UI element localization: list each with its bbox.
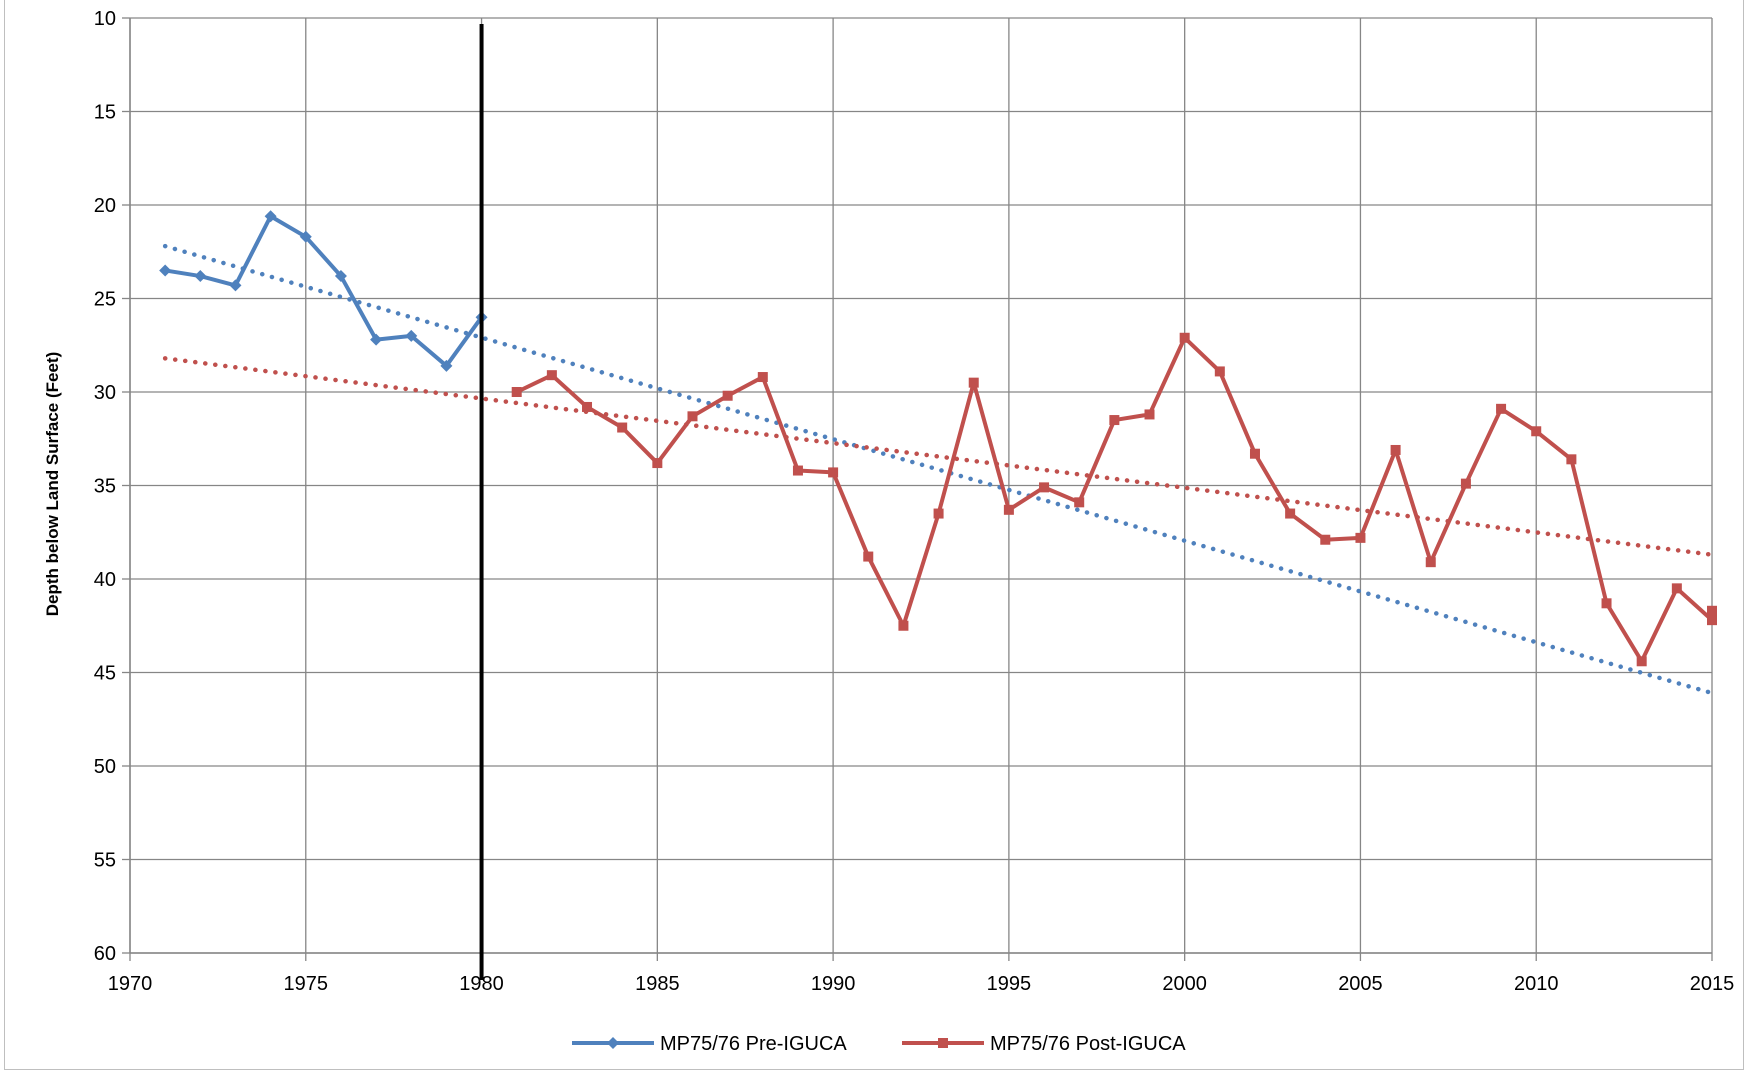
data-point bbox=[1285, 508, 1296, 519]
data-point bbox=[194, 270, 207, 283]
x-tick-label: 2000 bbox=[1162, 973, 1207, 995]
chart-frame bbox=[4, 0, 1744, 1070]
data-point bbox=[1144, 409, 1155, 420]
y-tick-label: 35 bbox=[94, 476, 116, 498]
y-tick-label: 60 bbox=[94, 943, 116, 965]
series-line bbox=[515, 335, 1714, 664]
data-point bbox=[828, 467, 839, 478]
data-point bbox=[1320, 534, 1331, 545]
y-axis-title: Depth below Land Surface (Feet) bbox=[43, 352, 62, 616]
x-tick-labels: 1970 1975 1980 1985 1990 1995 2000 2005 2010 2015 bbox=[108, 973, 1735, 995]
x-tick-label: 2010 bbox=[1514, 973, 1559, 995]
series-lines bbox=[159, 210, 1717, 667]
data-point bbox=[968, 377, 979, 388]
y-tick-label: 25 bbox=[94, 289, 116, 311]
x-tick-label: 1990 bbox=[811, 973, 856, 995]
data-point bbox=[863, 551, 874, 562]
y-tick-label: 15 bbox=[94, 102, 116, 124]
y-tick-label: 50 bbox=[94, 756, 116, 778]
data-point bbox=[792, 465, 803, 476]
data-point bbox=[1707, 615, 1717, 626]
data-point bbox=[405, 329, 418, 342]
trendline bbox=[162, 243, 1715, 696]
y-tick-label: 10 bbox=[94, 8, 116, 30]
x-tick-label: 1995 bbox=[987, 973, 1032, 995]
data-point bbox=[299, 230, 312, 243]
data-point bbox=[1566, 454, 1577, 465]
data-point bbox=[440, 359, 453, 372]
series-line bbox=[164, 214, 484, 368]
data-point bbox=[617, 422, 628, 433]
data-point bbox=[1707, 605, 1717, 616]
data-point bbox=[652, 458, 663, 469]
data-point bbox=[511, 387, 522, 397]
legend-marker bbox=[607, 1037, 619, 1049]
data-point bbox=[546, 370, 557, 381]
axes bbox=[122, 17, 1713, 961]
y-tick-label: 40 bbox=[94, 569, 116, 591]
data-point bbox=[1039, 482, 1050, 493]
x-tick-label: 2005 bbox=[1338, 973, 1383, 995]
y-tick-label: 55 bbox=[94, 850, 116, 872]
data-point bbox=[1531, 426, 1542, 437]
data-point bbox=[1003, 504, 1014, 515]
data-point bbox=[757, 372, 768, 383]
y-tick-label: 30 bbox=[94, 382, 116, 404]
data-point bbox=[1179, 332, 1190, 343]
data-point bbox=[1601, 598, 1612, 609]
y-tick-labels: 10 15 20 25 30 35 40 45 50 55 60 bbox=[94, 8, 116, 965]
data-point bbox=[1355, 532, 1366, 543]
x-tick-label: 1975 bbox=[284, 973, 329, 995]
data-point bbox=[1074, 497, 1085, 508]
data-point bbox=[582, 401, 593, 412]
data-point bbox=[898, 620, 909, 631]
data-point bbox=[1214, 366, 1225, 377]
y-tick-label: 20 bbox=[94, 195, 116, 217]
data-point bbox=[1390, 444, 1401, 455]
x-tick-label: 1970 bbox=[108, 973, 153, 995]
data-point bbox=[159, 264, 172, 277]
data-point bbox=[1425, 557, 1436, 568]
legend-label: MP75/76 Pre-IGUCA bbox=[660, 1033, 847, 1055]
legend-marker bbox=[938, 1038, 948, 1048]
x-tick-label: 1985 bbox=[635, 973, 680, 995]
data-point bbox=[933, 508, 944, 519]
legend: MP75/76 Pre-IGUCA MP75/76 Post-IGUCA bbox=[572, 1033, 1186, 1055]
y-tick-label: 45 bbox=[94, 663, 116, 685]
data-point bbox=[370, 333, 383, 346]
data-point bbox=[1636, 656, 1647, 667]
data-point bbox=[229, 279, 242, 292]
data-point bbox=[334, 270, 347, 283]
legend-label: MP75/76 Post-IGUCA bbox=[990, 1033, 1186, 1055]
data-point bbox=[1671, 583, 1682, 594]
trendlines bbox=[162, 243, 1715, 696]
trendline bbox=[162, 356, 1715, 557]
data-point bbox=[1109, 415, 1120, 426]
data-point bbox=[1496, 403, 1507, 414]
data-point bbox=[722, 390, 733, 401]
data-point bbox=[687, 411, 698, 422]
data-point bbox=[1460, 478, 1471, 489]
x-tick-label: 2015 bbox=[1690, 973, 1735, 995]
data-point bbox=[1249, 448, 1260, 459]
x-tick-label: 1980 bbox=[459, 973, 504, 995]
data-point bbox=[264, 210, 277, 223]
gridlines bbox=[129, 17, 1713, 954]
